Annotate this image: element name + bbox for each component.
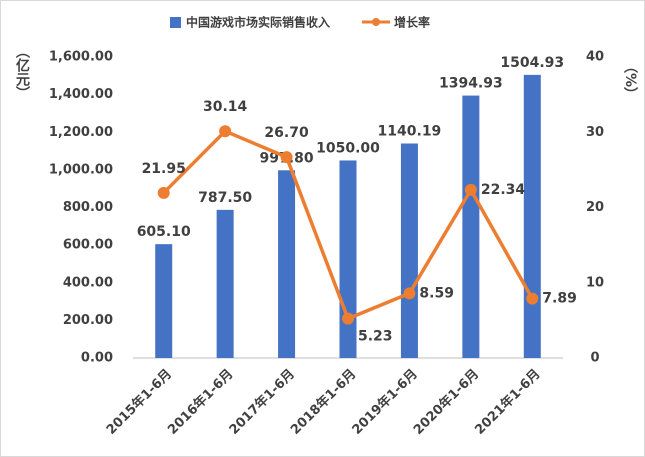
line-value-label: 30.14: [203, 99, 248, 115]
y2-tick-label: 20: [586, 200, 604, 215]
y-tick-label: 600.00: [63, 238, 113, 253]
line-marker: [280, 151, 293, 164]
bar: [278, 170, 296, 358]
y-tick-label: 200.00: [63, 313, 113, 328]
legend-label: 增长率: [394, 15, 430, 30]
bar-value-label: 787.50: [198, 190, 252, 206]
line-marker: [157, 186, 170, 199]
y-axis-label: （亿元）: [14, 44, 31, 100]
y2-tick-label: 30: [586, 125, 604, 140]
bar: [462, 95, 480, 358]
line-value-label: 7.89: [542, 291, 577, 307]
line-marker: [403, 287, 416, 300]
legend-label: 中国游戏市场实际销售收入: [186, 15, 330, 30]
bar-value-label: 1140.19: [378, 124, 442, 140]
bar-value-label: 1050.00: [316, 140, 380, 156]
y2-tick-label: 10: [586, 275, 604, 290]
y-tick-label: 400.00: [63, 275, 113, 290]
line-value-label: 5.23: [358, 329, 393, 345]
y-tick-label: 1,200.00: [49, 125, 113, 140]
bar-value-label: 1394.93: [439, 76, 503, 92]
bar: [523, 74, 541, 358]
line-value-label: 22.34: [481, 182, 526, 198]
y2-tick-label: 40: [586, 50, 604, 65]
line-marker: [342, 312, 354, 325]
y2-axis-label: （%）: [622, 59, 639, 101]
bar: [216, 209, 234, 358]
line-value-label: 21.95: [142, 161, 186, 177]
y2-tick-label: 0: [590, 351, 599, 366]
line-marker: [464, 183, 477, 196]
y-tick-label: 1,000.00: [49, 162, 113, 177]
y-tick-label: 1,600.00: [49, 50, 113, 65]
y-tick-label: 800.00: [63, 200, 113, 215]
legend-swatch: [170, 17, 181, 28]
bar: [339, 160, 357, 358]
bar-value-label: 605.10: [137, 224, 191, 240]
legend-swatch: [372, 18, 381, 26]
bar-value-label: 1504.93: [500, 55, 564, 71]
line-value-label: 8.59: [419, 285, 454, 301]
bar: [155, 244, 173, 358]
y-tick-label: 1,400.00: [49, 87, 113, 102]
y-tick-label: 0.00: [81, 351, 113, 366]
line-marker: [219, 125, 232, 138]
bar: [400, 143, 418, 358]
line-marker: [526, 292, 539, 305]
line-value-label: 26.70: [264, 125, 309, 141]
